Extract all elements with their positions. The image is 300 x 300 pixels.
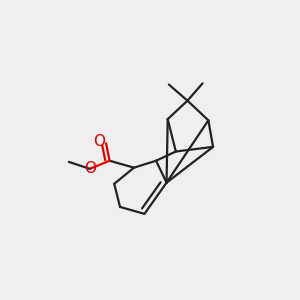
Text: O: O [84, 161, 96, 176]
Text: O: O [93, 134, 105, 149]
